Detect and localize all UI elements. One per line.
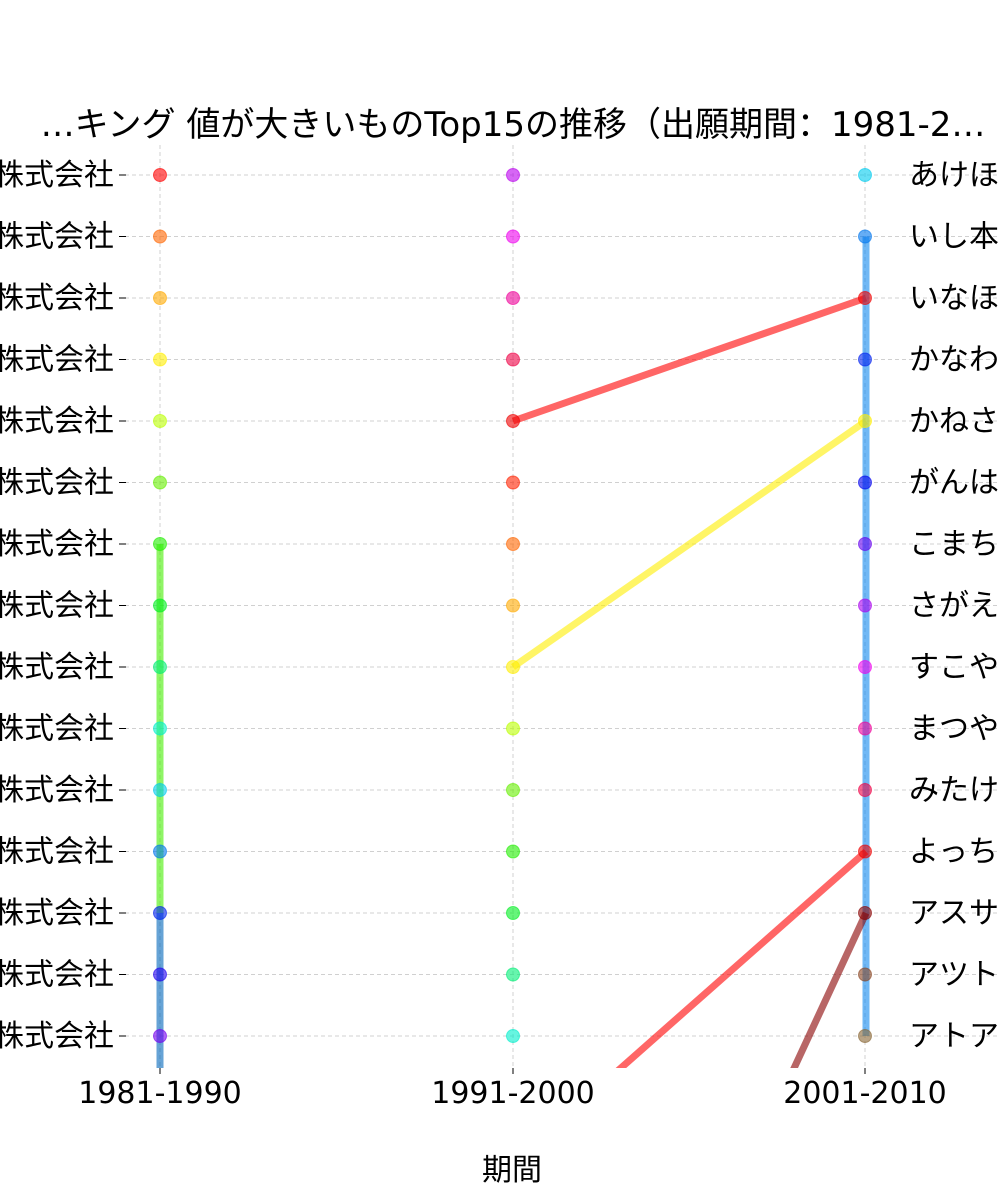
marker-2-7 bbox=[506, 537, 520, 551]
left-rank-label-4: 株式会社 bbox=[0, 343, 114, 378]
marker-3-7 bbox=[858, 537, 872, 551]
right-rank-label-13: アスサ bbox=[909, 896, 999, 931]
right-rank-label-15: アトア bbox=[909, 1019, 999, 1054]
marker-2-4 bbox=[506, 352, 520, 367]
marker-1-1 bbox=[153, 168, 167, 182]
left-rank-label-8: 株式会社 bbox=[0, 589, 114, 624]
right-rank-label-2: いし本 bbox=[909, 220, 999, 255]
marker-1-6 bbox=[153, 475, 167, 490]
marker-3-2 bbox=[858, 229, 872, 244]
left-rank-label-5: 株式会社 bbox=[0, 404, 114, 439]
left-rank-label-2: 株式会社 bbox=[0, 220, 114, 255]
left-rank-label-14: 株式会社 bbox=[0, 958, 114, 993]
rank-label-layer: 株式会社株式会社株式会社株式会社株式会社株式会社株式会社株式会社株式会社株式会社… bbox=[0, 158, 999, 1054]
marker-3-1 bbox=[858, 168, 872, 182]
right-rank-label-4: かなわ bbox=[909, 343, 999, 378]
right-rank-label-5: かねさ bbox=[909, 404, 999, 439]
marker-2-6 bbox=[506, 475, 520, 490]
right-rank-label-8: さがえ bbox=[909, 589, 999, 624]
marker-3-15 bbox=[858, 1029, 872, 1043]
series-line-6 bbox=[615, 848, 869, 1068]
marker-1-14 bbox=[153, 967, 167, 982]
right-rank-label-7: こまち bbox=[909, 527, 999, 562]
right-rank-label-1: あけほ bbox=[909, 158, 999, 193]
marker-3-4 bbox=[858, 352, 872, 367]
marker-1-13 bbox=[153, 906, 167, 920]
marker-3-12 bbox=[858, 844, 872, 859]
left-rank-label-9: 株式会社 bbox=[0, 650, 114, 685]
marker-1-7 bbox=[153, 537, 167, 551]
x-tick-label-1: 1981-1990 bbox=[78, 1076, 242, 1111]
marker-1-4 bbox=[153, 352, 167, 367]
marker-1-10 bbox=[153, 721, 167, 736]
marker-3-9 bbox=[858, 660, 872, 674]
marker-3-6 bbox=[858, 475, 872, 490]
left-rank-label-11: 株式会社 bbox=[0, 773, 114, 808]
left-rank-label-13: 株式会社 bbox=[0, 896, 114, 931]
marker-2-11 bbox=[506, 783, 520, 797]
grid-layer bbox=[125, 145, 1000, 1068]
marker-3-3 bbox=[858, 291, 872, 305]
left-rank-label-6: 株式会社 bbox=[0, 466, 114, 501]
right-rank-label-9: すこや bbox=[909, 650, 999, 685]
right-rank-label-11: みたけ bbox=[909, 773, 999, 808]
marker-3-11 bbox=[858, 783, 872, 797]
marker-3-10 bbox=[858, 721, 872, 736]
marker-1-11 bbox=[153, 783, 167, 797]
right-rank-label-3: いなほ bbox=[909, 281, 999, 316]
marker-2-3 bbox=[506, 291, 520, 305]
marker-2-10 bbox=[506, 721, 520, 736]
marker-1-5 bbox=[153, 414, 167, 428]
left-rank-label-15: 株式会社 bbox=[0, 1019, 114, 1054]
x-axis-label: 期間 bbox=[482, 1153, 542, 1188]
left-rank-label-1: 株式会社 bbox=[0, 158, 114, 193]
series-line-4 bbox=[510, 418, 869, 670]
left-rank-label-10: 株式会社 bbox=[0, 712, 114, 747]
marker-1-3 bbox=[153, 291, 167, 305]
right-rank-label-12: よっち bbox=[909, 835, 998, 870]
right-rank-label-10: まつや bbox=[909, 712, 999, 747]
marker-1-9 bbox=[153, 660, 167, 674]
marker-3-13 bbox=[858, 906, 872, 920]
marker-2-5 bbox=[506, 414, 520, 428]
marker-1-8 bbox=[153, 598, 167, 613]
left-rank-label-7: 株式会社 bbox=[0, 527, 114, 562]
marker-3-5 bbox=[858, 414, 872, 428]
left-rank-label-12: 株式会社 bbox=[0, 835, 114, 870]
marker-3-14 bbox=[858, 967, 872, 982]
x-tick-label-2: 1991-2000 bbox=[431, 1076, 595, 1111]
marker-2-14 bbox=[506, 967, 520, 982]
marker-2-12 bbox=[506, 844, 520, 859]
marker-3-8 bbox=[858, 598, 872, 613]
x-tick-label-3: 2001-2010 bbox=[783, 1076, 947, 1111]
series-line-7 bbox=[790, 911, 870, 1068]
chart-title: …キング 値が大きいものTop15の推移（出願期間：1981-2… bbox=[41, 105, 986, 145]
marker-layer bbox=[153, 168, 872, 1043]
marker-2-1 bbox=[506, 168, 520, 182]
marker-1-2 bbox=[153, 229, 167, 244]
x-tick-layer: 1981-1990 1991-2000 2001-2010 bbox=[78, 1068, 947, 1111]
marker-2-13 bbox=[506, 906, 520, 920]
marker-2-2 bbox=[506, 229, 520, 244]
right-rank-label-6: がんは bbox=[909, 466, 999, 501]
marker-1-15 bbox=[153, 1029, 167, 1043]
marker-2-8 bbox=[506, 598, 520, 613]
left-rank-label-3: 株式会社 bbox=[0, 281, 114, 316]
marker-2-9 bbox=[506, 660, 520, 674]
right-rank-label-14: アツト bbox=[909, 958, 999, 993]
series-line-3 bbox=[511, 294, 868, 425]
marker-2-15 bbox=[506, 1029, 520, 1043]
marker-1-12 bbox=[153, 844, 167, 859]
